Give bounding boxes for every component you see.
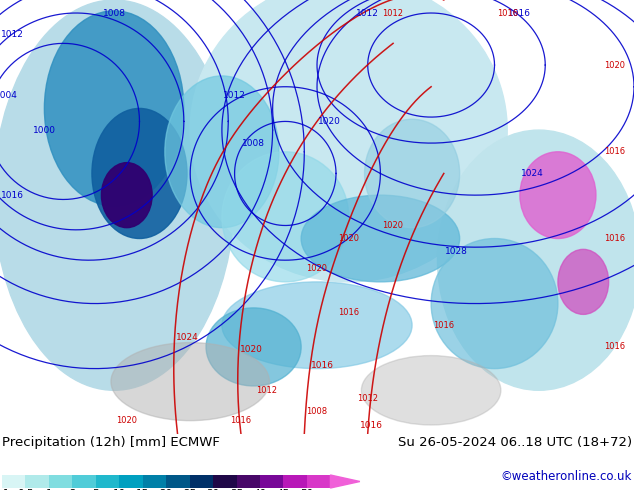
Text: 1016: 1016 xyxy=(604,343,626,351)
Ellipse shape xyxy=(92,108,187,239)
Text: 1024: 1024 xyxy=(521,169,544,178)
Bar xyxy=(49,475,72,488)
Text: 10: 10 xyxy=(113,489,126,490)
Bar xyxy=(25,475,49,488)
Text: 30: 30 xyxy=(207,489,220,490)
Text: 1016: 1016 xyxy=(496,8,518,18)
Text: 45: 45 xyxy=(277,489,290,490)
Text: 25: 25 xyxy=(183,489,197,490)
Text: 1016: 1016 xyxy=(338,308,359,317)
Text: 1028: 1028 xyxy=(445,247,468,256)
Text: ©weatheronline.co.uk: ©weatheronline.co.uk xyxy=(501,470,632,483)
Bar xyxy=(283,475,307,488)
Text: 1020: 1020 xyxy=(318,117,341,126)
Text: 1012: 1012 xyxy=(356,8,379,18)
Ellipse shape xyxy=(222,152,349,282)
Bar xyxy=(213,475,236,488)
Bar xyxy=(72,475,96,488)
Text: 1012: 1012 xyxy=(256,386,277,395)
Text: 1008: 1008 xyxy=(306,408,328,416)
Ellipse shape xyxy=(365,119,460,228)
Text: 1020: 1020 xyxy=(306,265,328,273)
Text: 15: 15 xyxy=(136,489,150,490)
Ellipse shape xyxy=(558,249,609,315)
Text: 1016: 1016 xyxy=(508,8,531,18)
Ellipse shape xyxy=(165,76,279,228)
Text: 1016: 1016 xyxy=(230,416,252,425)
Bar xyxy=(166,475,190,488)
Bar xyxy=(307,475,330,488)
Bar xyxy=(143,475,166,488)
Text: 0.5: 0.5 xyxy=(17,489,34,490)
Text: 1: 1 xyxy=(46,489,52,490)
Text: 1024: 1024 xyxy=(176,333,198,342)
Bar xyxy=(190,475,213,488)
Text: 2: 2 xyxy=(69,489,75,490)
Text: Su 26-05-2024 06..18 UTC (18+72): Su 26-05-2024 06..18 UTC (18+72) xyxy=(398,436,632,449)
Text: 50: 50 xyxy=(301,489,314,490)
Ellipse shape xyxy=(206,308,301,386)
Text: 1012: 1012 xyxy=(357,394,378,403)
Text: 1000: 1000 xyxy=(33,125,56,135)
Bar xyxy=(236,475,260,488)
Text: 1016: 1016 xyxy=(360,421,383,430)
Bar xyxy=(2,475,25,488)
Ellipse shape xyxy=(301,195,460,282)
Text: 1020: 1020 xyxy=(604,61,626,70)
Ellipse shape xyxy=(190,0,507,282)
Ellipse shape xyxy=(437,130,634,390)
Ellipse shape xyxy=(520,152,596,239)
Ellipse shape xyxy=(101,163,152,228)
Text: Precipitation (12h) [mm] ECMWF: Precipitation (12h) [mm] ECMWF xyxy=(2,436,220,449)
Text: 1016: 1016 xyxy=(311,362,334,370)
Ellipse shape xyxy=(111,343,269,420)
Ellipse shape xyxy=(222,282,412,368)
Ellipse shape xyxy=(0,0,235,390)
Text: 1020: 1020 xyxy=(116,416,138,425)
Text: 35: 35 xyxy=(230,489,243,490)
Text: 5: 5 xyxy=(93,489,99,490)
Text: 40: 40 xyxy=(254,489,267,490)
Bar xyxy=(119,475,143,488)
Text: 1012: 1012 xyxy=(1,30,24,39)
Text: 1008: 1008 xyxy=(242,139,265,147)
Polygon shape xyxy=(330,475,360,488)
Text: 1004: 1004 xyxy=(0,91,18,100)
Text: 20: 20 xyxy=(160,489,173,490)
Bar xyxy=(96,475,119,488)
Text: 1008: 1008 xyxy=(103,8,126,18)
Ellipse shape xyxy=(431,239,558,368)
Text: 1016: 1016 xyxy=(604,147,626,156)
Text: 0.1: 0.1 xyxy=(0,489,10,490)
Text: 1016: 1016 xyxy=(604,234,626,243)
Ellipse shape xyxy=(361,356,501,425)
Text: 1020: 1020 xyxy=(338,234,359,243)
Text: 1012: 1012 xyxy=(382,8,404,18)
Ellipse shape xyxy=(44,11,184,206)
Text: 1012: 1012 xyxy=(223,91,246,100)
Bar xyxy=(260,475,283,488)
Text: 1016: 1016 xyxy=(433,321,455,330)
Text: 1016: 1016 xyxy=(1,191,24,199)
Text: 1020: 1020 xyxy=(240,344,263,354)
Text: 1020: 1020 xyxy=(382,221,404,230)
